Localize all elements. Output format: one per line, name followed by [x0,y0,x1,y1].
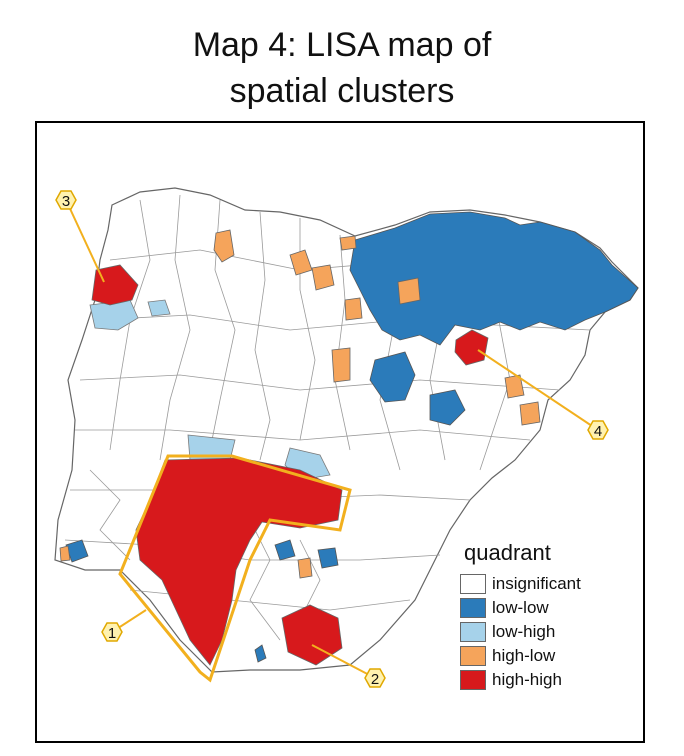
callout-4: 4 [587,420,609,440]
legend-item-high-high: high-high [460,668,581,692]
legend-label: high-high [492,670,562,689]
callout-4-label: 4 [594,423,602,440]
legend-label: insignificant [492,574,581,593]
map-frame [35,121,645,743]
legend-item-low-low: low-low [460,596,581,620]
callout-2: 2 [364,668,386,688]
callout-2-label: 2 [371,671,379,688]
legend-title: quadrant [464,540,551,565]
legend: quadrant insignificant low-low low-high … [460,540,581,692]
legend-item-high-low: high-low [460,644,581,668]
legend-label: high-low [492,646,556,665]
legend-label: low-low [492,598,549,617]
legend-item-insignificant: insignificant [460,572,581,596]
high-high-regions [91,264,489,666]
callout-leaders [65,199,599,679]
callout-1-label: 1 [108,625,116,642]
legend-swatch [460,622,486,642]
legend-item-low-high: low-high [460,620,581,644]
callout-3: 3 [55,190,77,210]
low-low-regions [65,211,639,663]
map-title-line1: Map 4: LISA map of [192,26,492,64]
cluster-1-outline [118,454,352,683]
legend-swatch [460,574,486,594]
legend-swatch [460,646,486,666]
legend-swatch [460,598,486,618]
legend-label: low-high [492,622,556,641]
callout-3-label: 3 [62,193,70,210]
map-title: Map 4: LISA map of spatial clusters [0,22,684,114]
legend-swatch [460,670,486,690]
callout-1: 1 [101,622,123,642]
high-low-regions [59,229,541,579]
map-title-line2: spatial clusters [229,72,455,110]
